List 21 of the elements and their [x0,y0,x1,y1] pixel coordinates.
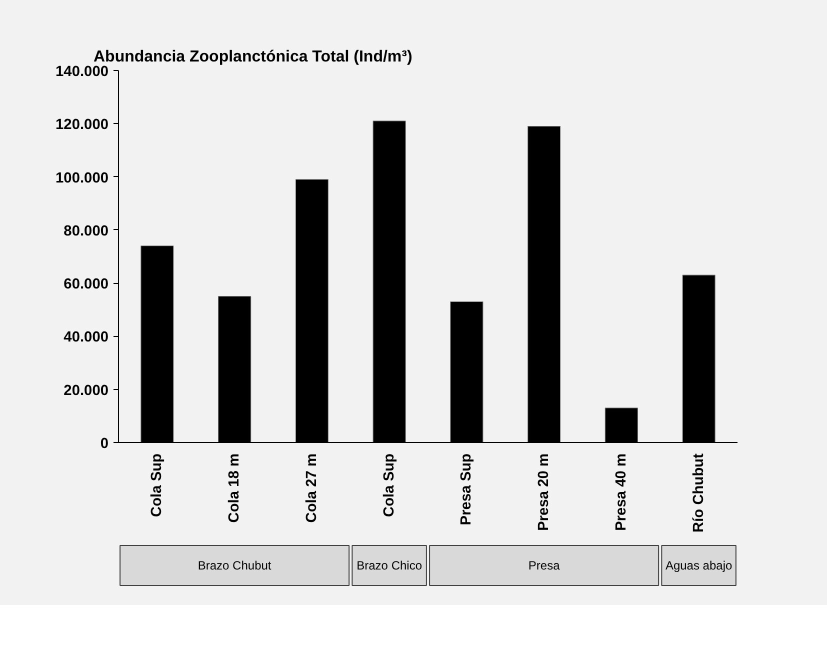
text: Presa [528,558,560,572]
text: Brazo Chico [356,558,422,572]
y-tick-label: 120.000 [56,117,109,134]
chart-title: Abundancia Zooplanctónica Total (Ind/m³) [94,48,412,66]
x-tick-label: Cola Sup [149,453,166,518]
y-tick-label: 100.000 [56,170,109,186]
y-tick-label: 0 [100,436,109,452]
x-tick-label: Presa Sup [458,453,475,526]
y-tick-label: 60.000 [64,276,108,293]
x-tick-label: Cola 18 m [226,453,243,523]
y-tick-label: 40.000 [64,330,108,346]
x-tick-label: Río Chubut [690,453,707,532]
x-tick-label: Presa 20 m [536,453,552,531]
y-tick-label: 20.000 [64,382,108,399]
text: Aguas abajo [665,558,732,572]
text: Brazo Chubut [198,558,272,572]
x-tick-label: Cola 27 m [304,453,320,523]
y-tick-label: 140.000 [56,64,109,80]
x-tick-label: Cola Sup [381,453,398,518]
y-tick-label: 80.000 [64,223,108,240]
x-tick-label: Presa 40 m [613,453,630,531]
